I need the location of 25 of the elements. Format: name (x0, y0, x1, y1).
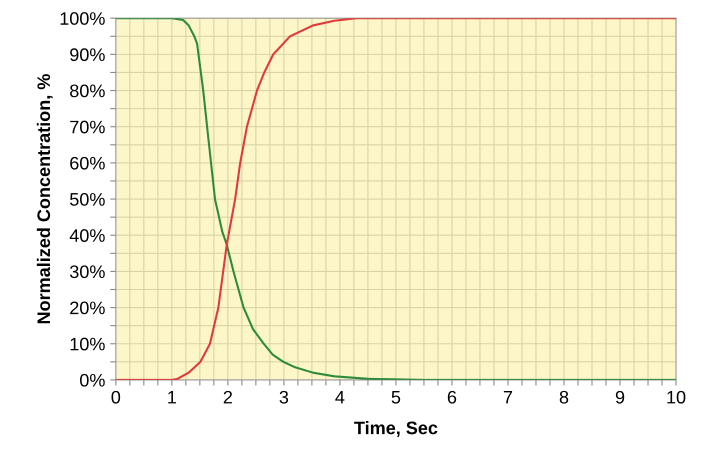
x-tick-label: 3 (280, 390, 288, 404)
y-tick-label: 80% (70, 84, 105, 98)
y-tick-label: 10% (70, 338, 105, 350)
x-tick-label: 8 (560, 390, 568, 404)
x-tick-label: 0 (112, 390, 120, 404)
y-tick-label: 60% (70, 156, 105, 170)
x-tick-label: 10 (667, 390, 686, 404)
y-tick-label: 70% (70, 120, 105, 134)
line-series (116, 18, 676, 380)
y-tick-label: 100% (60, 12, 105, 25)
y-tick-label: 0% (80, 374, 105, 387)
y-tick-label: 40% (70, 229, 105, 242)
y-axis-title: Normalized Concentration, % (36, 74, 53, 324)
y-tick-label: 30% (70, 265, 105, 278)
x-tick-label: 2 (224, 390, 232, 404)
x-tick-label: 6 (448, 390, 456, 404)
x-tick-label: 5 (392, 391, 400, 404)
x-tick-label: 1 (168, 391, 176, 404)
y-tick-label: 20% (70, 302, 105, 314)
x-tick-label: 9 (616, 390, 624, 404)
y-tick-label: 90% (70, 48, 105, 62)
x-axis-title: Time, Sec (354, 421, 438, 437)
y-tick-label: 50% (70, 192, 105, 206)
x-tick-label: 7 (504, 391, 512, 404)
x-tick-label: 4 (335, 391, 344, 404)
